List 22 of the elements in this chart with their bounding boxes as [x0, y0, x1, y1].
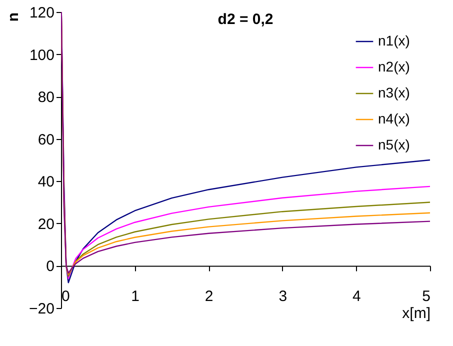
x-axis-title: x[m] — [402, 305, 430, 322]
y-axis-title: n — [5, 12, 22, 22]
legend-label: n2(x) — [378, 58, 410, 74]
x-tick-label: 4 — [352, 288, 361, 306]
chart-title: d2 = 0,2 — [218, 11, 274, 28]
legend-label: n5(x) — [378, 136, 410, 152]
y-tick-label: 0 — [46, 258, 54, 276]
y-tick-label: 100 — [29, 46, 54, 64]
y-tick-label: −20 — [29, 300, 54, 318]
y-tick-label: 120 — [29, 4, 54, 22]
legend-label: n1(x) — [378, 32, 410, 48]
x-tick-label: 5 — [422, 288, 430, 306]
legend-label: n4(x) — [378, 110, 410, 126]
y-tick-label: 80 — [38, 89, 54, 106]
y-tick-label: 60 — [38, 131, 54, 148]
x-tick-label: 0 — [62, 288, 70, 306]
x-tick-label: 2 — [204, 288, 214, 306]
x-tick-label: 3 — [278, 288, 288, 306]
x-tick-label: 1 — [131, 288, 140, 306]
y-tick-label: 20 — [38, 216, 54, 233]
y-tick-label: 40 — [38, 174, 54, 191]
legend-label: n3(x) — [378, 84, 410, 100]
